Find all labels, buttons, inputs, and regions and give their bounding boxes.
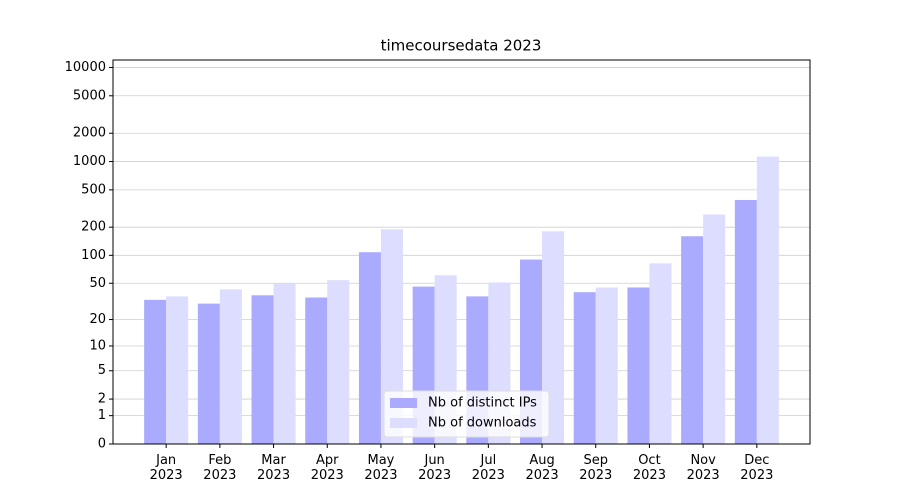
legend-label: Nb of downloads [428,416,537,431]
bar [627,287,650,444]
x-tick-label: May 2023 [364,453,398,483]
x-tick-label: Jul 2023 [471,453,505,483]
x-tick-label: Feb 2023 [203,453,237,483]
legend-box [383,390,550,438]
legend: Nb of distinct IPs Nb of downloads [383,390,550,438]
bar [703,214,726,444]
plot-frame [112,59,811,445]
bar [649,263,672,444]
bar [166,296,189,444]
y-tick-label: 500 [81,182,106,197]
y-tick-label: 100 [81,248,106,263]
bar [327,280,350,444]
legend-swatch [390,398,417,408]
legend-swatch [390,418,417,428]
bar [734,199,757,444]
x-tick-label: Apr 2023 [310,453,344,483]
y-tick-label: 1000 [73,154,106,169]
x-tick-label: Aug 2023 [525,453,559,483]
bar [380,229,403,444]
bar [273,283,296,444]
bar [144,299,167,444]
x-tick-label: Sep 2023 [579,453,613,483]
y-tick-label: 5 [98,363,106,378]
y-tick-label: 1 [98,408,106,423]
y-tick-label: 5000 [73,88,106,103]
y-tick-label: 10 [89,338,106,353]
x-tick-label: Dec 2023 [740,453,774,483]
x-tick-label: Jun 2023 [418,453,452,483]
y-tick-label: 50 [89,276,106,291]
bar [756,156,779,444]
bar [573,292,596,444]
bar [219,289,242,444]
x-tick-label: Jan 2023 [149,453,183,483]
y-tick-label: 200 [81,220,106,235]
x-tick-label: Mar 2023 [257,453,291,483]
y-tick-label: 2000 [73,126,106,141]
bar [681,236,704,444]
y-tick-label: 10000 [65,60,106,75]
bar [197,303,220,444]
legend-label: Nb of distinct IPs [428,396,537,411]
chart-title: timecoursedata 2023 [381,37,542,55]
y-tick-label: 20 [89,312,106,327]
y-tick-label: 0 [98,437,106,452]
y-tick-label: 2 [98,392,106,407]
x-tick-label: Nov 2023 [686,453,720,483]
bar [358,252,381,444]
x-tick-label: Oct 2023 [632,453,666,483]
bar [305,297,328,444]
bar [595,287,618,444]
bar [251,295,274,444]
